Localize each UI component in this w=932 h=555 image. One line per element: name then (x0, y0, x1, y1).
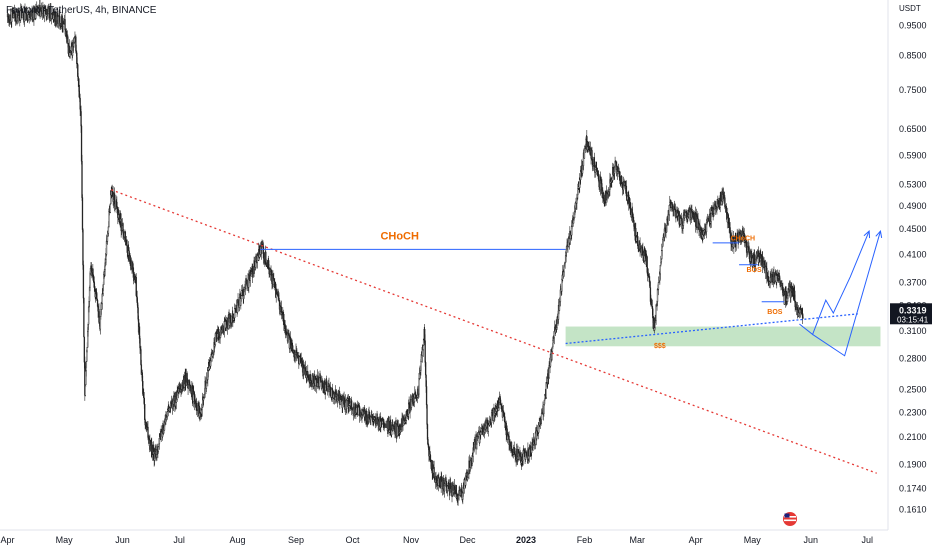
candle-body (358, 407, 359, 415)
candle-body (652, 309, 653, 318)
candle-body (726, 206, 727, 212)
candle-body (116, 202, 117, 207)
candle-body (83, 265, 84, 298)
candle-body (419, 378, 420, 394)
candle-body (90, 274, 91, 288)
candle-body (346, 400, 347, 408)
candle-body (83, 230, 84, 265)
candle-body (543, 405, 544, 414)
demand-zone[interactable] (566, 327, 881, 347)
candle-body (714, 209, 715, 213)
candle-body (83, 298, 84, 337)
candle-body (657, 289, 658, 301)
candle-body (81, 111, 82, 126)
candle-body (144, 404, 145, 419)
candle (82, 155, 83, 201)
candle-body (426, 386, 427, 404)
candle-body (724, 198, 725, 207)
candle-body (427, 405, 428, 425)
candle-body (241, 296, 242, 299)
candle (83, 261, 84, 304)
candle-body (656, 305, 657, 321)
candle-body (82, 161, 83, 197)
candle-body (420, 362, 421, 371)
candle-body (434, 467, 435, 477)
candle-body (322, 383, 323, 387)
candle (83, 297, 84, 337)
candle (82, 194, 83, 232)
candle-body (372, 414, 373, 417)
candle-body (598, 174, 599, 180)
candle-body (125, 232, 126, 241)
candle-body (110, 204, 111, 213)
symbol-title: Fantom / TetherUS, 4h, BINANCE (6, 5, 156, 16)
candle-body (425, 362, 426, 375)
candle-body (67, 37, 68, 44)
candle-body (65, 19, 66, 29)
candle-body (97, 300, 98, 306)
candle-body (658, 283, 659, 290)
candle-body (82, 198, 83, 230)
candle-body (594, 157, 595, 166)
candle-body (87, 347, 88, 351)
candle-body (541, 413, 542, 419)
candle-body (391, 430, 392, 435)
candle-body (530, 445, 531, 453)
candle-body (425, 341, 426, 363)
candle-body (255, 261, 256, 267)
candle-body (680, 218, 681, 224)
candle-body (669, 205, 670, 215)
candle-body (107, 236, 108, 241)
